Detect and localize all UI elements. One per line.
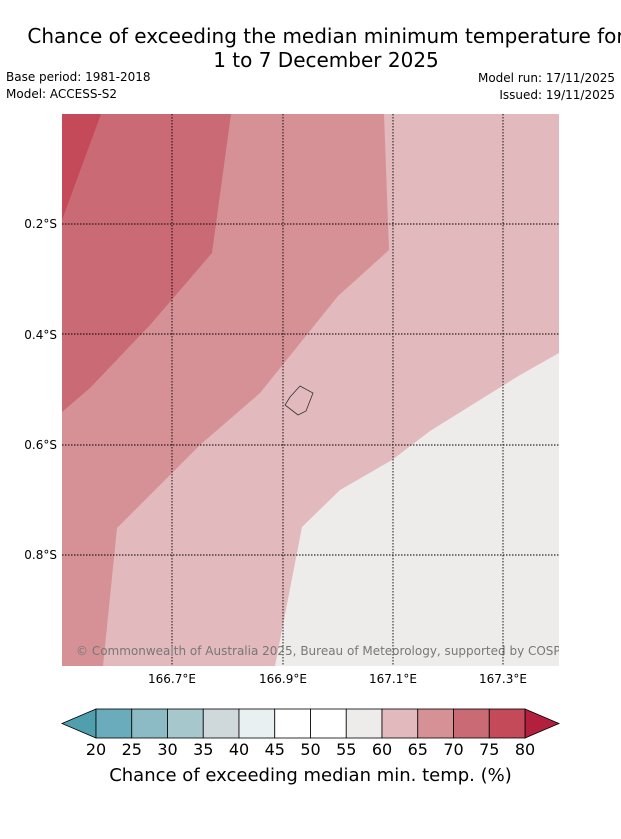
colorbar-segment: [417, 708, 454, 739]
colorbar-extend-high: [524, 708, 561, 739]
lat-labels: 0.2°S 0.4°S 0.6°S 0.8°S: [24, 217, 57, 562]
colorbar-tick-label: 65: [407, 740, 428, 759]
colorbar: [60, 708, 561, 739]
colorbar-tick-label: 60: [371, 740, 393, 759]
colorbar-tick-label: 50: [300, 740, 321, 759]
colorbar-label: Chance of exceeding median min. temp. (%…: [109, 765, 512, 786]
colorbar-segment: [488, 708, 526, 739]
region-75-80: [62, 114, 101, 220]
graticule: [62, 114, 559, 666]
island-coastline: [284, 385, 314, 416]
lon-label-166-7e: 166.7°E: [148, 672, 196, 686]
copyright-text: © Commonwealth of Australia 2025, Bureau…: [76, 644, 581, 658]
region-70-75: [62, 114, 231, 412]
colorbar-segment: [453, 708, 490, 739]
lat-label-0-8s: 0.8°S: [24, 548, 57, 562]
colorbar-tick-label: 80: [514, 740, 536, 759]
lon-label-166-9e: 166.9°E: [259, 672, 307, 686]
colorbar-segment: [310, 708, 347, 739]
model-text: Model: ACCESS-S2: [6, 87, 118, 101]
colorbar-tick-label: 45: [264, 740, 285, 759]
colorbar-tick-label: 40: [228, 740, 250, 759]
model-run-text: Model run: 17/11/2025: [477, 71, 615, 85]
colorbar-segment: [274, 708, 311, 739]
colorbar-segment: [95, 708, 133, 739]
probability-field: © Commonwealth of Australia 2025, Bureau…: [62, 114, 581, 666]
lon-label-167-1e: 167.1°E: [369, 672, 417, 686]
title-line-2: 1 to 7 December 2025: [213, 48, 439, 72]
base-period-text: Base period: 1981-2018: [6, 70, 151, 84]
lat-label-0-2s: 0.2°S: [24, 217, 57, 231]
colorbar-segment: [238, 708, 276, 739]
colorbar-segment: [131, 708, 168, 739]
issued-text: Issued: 19/11/2025: [499, 88, 615, 102]
colorbar-tick-label: 25: [121, 740, 142, 759]
map-title: Chance of exceeding the median minimum t…: [0, 24, 621, 72]
colorbar-segment: [167, 708, 204, 739]
lon-label-167-3e: 167.3°E: [479, 672, 527, 686]
colorbar-tick-label: 30: [157, 740, 178, 759]
colorbar-segment: [202, 708, 240, 739]
meta-right: Model run: 17/11/2025 Issued: 19/11/2025: [478, 70, 615, 104]
title-line-1: Chance of exceeding the median minimum t…: [27, 24, 621, 48]
lat-label-0-6s: 0.6°S: [24, 438, 57, 452]
lon-labels: 166.7°E 166.9°E 167.1°E 167.3°E: [148, 672, 527, 686]
colorbar-segment: [381, 708, 419, 739]
meta-left: Base period: 1981-2018 Model: ACCESS-S2: [6, 69, 151, 103]
colorbar-tick-label: 35: [193, 740, 214, 759]
colorbar-tick-label: 20: [85, 740, 107, 759]
colorbar-tick-label: 70: [443, 740, 464, 759]
lat-label-0-4s: 0.4°S: [24, 328, 57, 342]
colorbar-tick-label: 55: [336, 740, 357, 759]
colorbar-segment: [345, 708, 383, 739]
colorbar-tick-label: 75: [479, 740, 500, 759]
colorbar-extend-low: [60, 708, 97, 739]
